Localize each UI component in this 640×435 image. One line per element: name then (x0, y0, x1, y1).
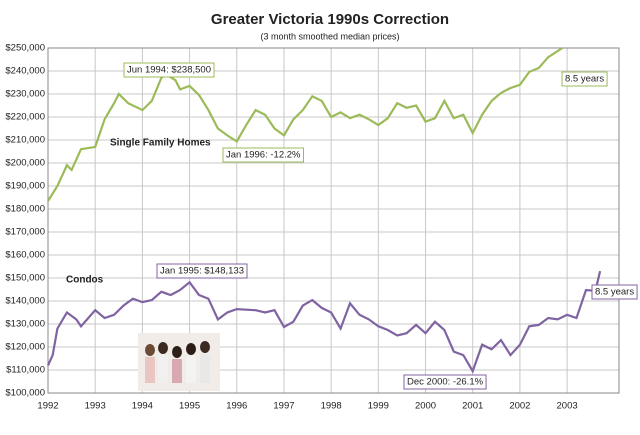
annotation-box (591, 284, 638, 300)
y-tick-label: $150,000 (5, 273, 45, 284)
chart-title: Greater Victoria 1990s Correction (211, 11, 449, 28)
x-tick-label: 1996 (226, 401, 247, 412)
x-tick-label: 1999 (368, 401, 389, 412)
y-tick-label: $130,000 (5, 319, 45, 330)
x-tick-label: 2000 (415, 401, 436, 412)
y-tick-label: $190,000 (5, 181, 45, 192)
x-tick-label: 2002 (509, 401, 530, 412)
y-tick-label: $170,000 (5, 227, 45, 238)
y-tick-label: $240,000 (5, 66, 45, 77)
annotation: Dec 2000: -26.1% (407, 377, 484, 388)
annotation-box (222, 147, 304, 163)
chart-subtitle: (3 month smoothed median prices) (260, 31, 399, 41)
x-tick-label: 1997 (273, 401, 294, 412)
y-tick-label: $110,000 (6, 365, 45, 376)
y-tick-label: $220,000 (5, 112, 45, 123)
y-tick-label: $100,000 (5, 388, 45, 399)
annotation-box (123, 62, 215, 78)
x-tick-label: 2001 (462, 401, 483, 412)
annotation: Jan 1996: -12.2% (226, 150, 301, 161)
y-tick-label: $160,000 (5, 250, 45, 261)
annotation-box (561, 71, 608, 87)
annotation: 8.5 years (565, 74, 604, 85)
x-tick-label: 1995 (179, 401, 200, 412)
x-tick-label: 1992 (37, 401, 58, 412)
annotation-box (403, 374, 487, 390)
series-label: Condos (66, 275, 104, 286)
annotation-box (156, 263, 248, 279)
y-tick-label: $120,000 (5, 342, 45, 353)
y-tick-label: $250,000 (5, 43, 45, 54)
series-label: Single Family Homes (110, 138, 211, 149)
annotation: Jun 1994: $238,500 (127, 65, 211, 76)
y-tick-label: $180,000 (5, 204, 45, 215)
x-tick-label: 1993 (85, 401, 106, 412)
plot-frame (47, 47, 620, 394)
y-tick-label: $140,000 (5, 296, 45, 307)
series-line (46, 270, 602, 374)
y-tick-label: $230,000 (5, 89, 45, 100)
photo (138, 333, 220, 391)
x-tick-label: 2003 (557, 401, 578, 412)
y-tick-label: $200,000 (5, 158, 45, 169)
x-tick-label: 1994 (132, 401, 153, 412)
x-tick-label: 1998 (321, 401, 342, 412)
grid (47, 47, 620, 394)
annotation: 8.5 years (595, 287, 634, 298)
y-tick-label: $210,000 (5, 135, 45, 146)
annotation: Jan 1995: $148,133 (160, 266, 244, 277)
series-line (47, 47, 563, 202)
